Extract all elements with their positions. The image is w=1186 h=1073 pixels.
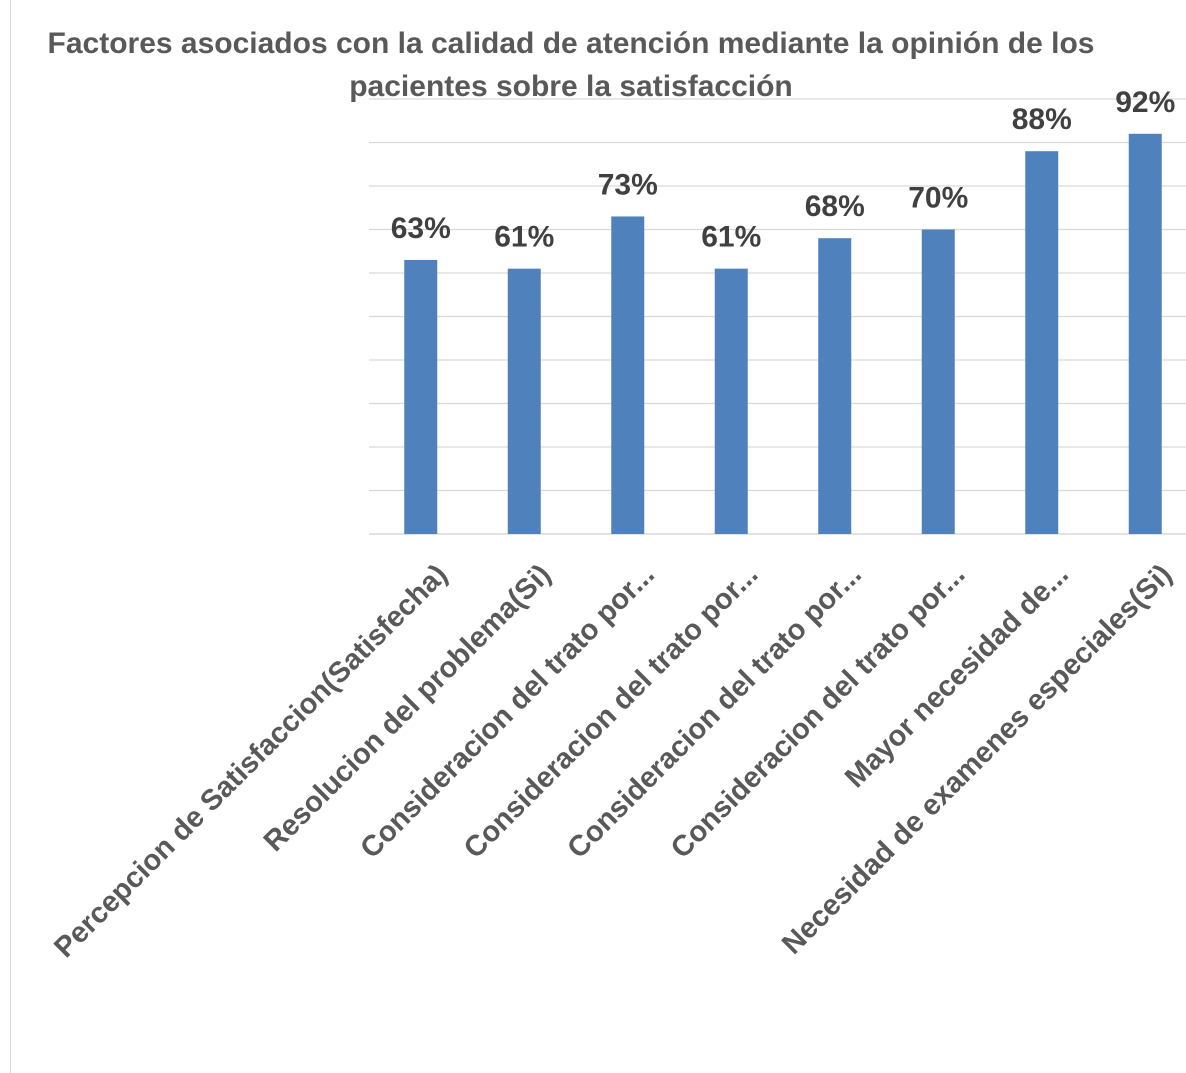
data-label-6: 70% <box>908 182 968 215</box>
bar-3 <box>611 216 645 534</box>
bar-6 <box>921 229 955 534</box>
data-label-5: 68% <box>805 190 865 223</box>
bar-5 <box>818 238 852 534</box>
bar-8 <box>1128 133 1162 535</box>
bar-2 <box>507 268 541 534</box>
gridlines <box>369 98 1186 535</box>
bar-4 <box>714 268 748 534</box>
bars <box>404 133 1162 535</box>
category-labels: Percepcion de Satisfaccion(Satisfecha)Re… <box>48 558 1178 964</box>
data-labels: 63% 61% 73% 61% 68% 70% 88% 92% <box>391 86 1176 254</box>
data-label-7: 88% <box>1012 103 1072 136</box>
chart-title: Factores asociados con la calidad de ate… <box>47 27 1095 103</box>
category-label-8: Necesidad de examenes especiales(Si) <box>776 558 1178 960</box>
bar-chart: 63% 61% 73% 61% 68% 70% 88% 92% Percepcion de S… <box>48 86 1186 964</box>
bar-1 <box>404 259 438 534</box>
data-label-8: 92% <box>1115 86 1175 119</box>
data-label-4: 61% <box>701 221 761 254</box>
category-label-1: Percepcion de Satisfaccion(Satisfecha) <box>48 558 454 964</box>
data-label-1: 63% <box>391 212 451 245</box>
bar-7 <box>1025 151 1059 534</box>
chart-frame: Factores asociados con la calidad de ate… <box>10 0 1186 1073</box>
data-label-2: 61% <box>494 221 554 254</box>
data-label-3: 73% <box>598 168 658 201</box>
